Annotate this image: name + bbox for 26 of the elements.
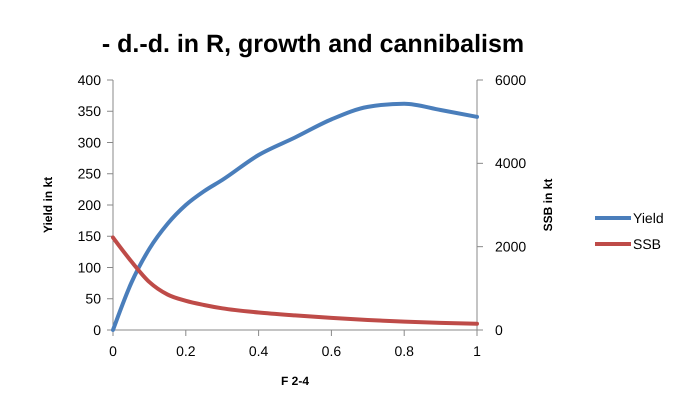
y2-axis-title: SSB in kt (541, 178, 555, 232)
y-tick-label: 250 (78, 166, 102, 182)
legend-label: Yield (633, 210, 664, 226)
y2-tick-label: 4000 (495, 155, 526, 172)
x-tick-label: 0 (109, 343, 118, 359)
x-axis-title: F 2-4 (280, 374, 310, 388)
chart-title: - d.-d. in R, growth and cannibalism (102, 30, 524, 58)
y-tick-label: 350 (78, 103, 102, 120)
y-tick-label: 50 (85, 290, 102, 307)
line-series (111, 236, 479, 326)
y-tick-label: 300 (78, 134, 102, 150)
y-tick-label: 150 (78, 228, 102, 244)
y-tick-label: 100 (78, 259, 102, 276)
x-tick-label: 0.8 (394, 343, 414, 359)
y2-tick-label: 0 (495, 322, 503, 338)
x-tick-label: 0.4 (248, 343, 269, 359)
x-tick-label: 0.6 (322, 343, 342, 359)
y2-tick-label: 6000 (495, 72, 526, 88)
x-tick-label: 0.2 (176, 343, 196, 359)
y-tick-label: 0 (93, 322, 102, 338)
x-tick-label: 1 (473, 343, 482, 359)
legend-label: SSB (633, 236, 662, 252)
y-axis-title: Yield in kt (41, 176, 55, 234)
y-tick-label: 400 (78, 72, 102, 88)
y-tick-label: 200 (78, 196, 102, 213)
y2-tick-label: 2000 (495, 238, 526, 255)
